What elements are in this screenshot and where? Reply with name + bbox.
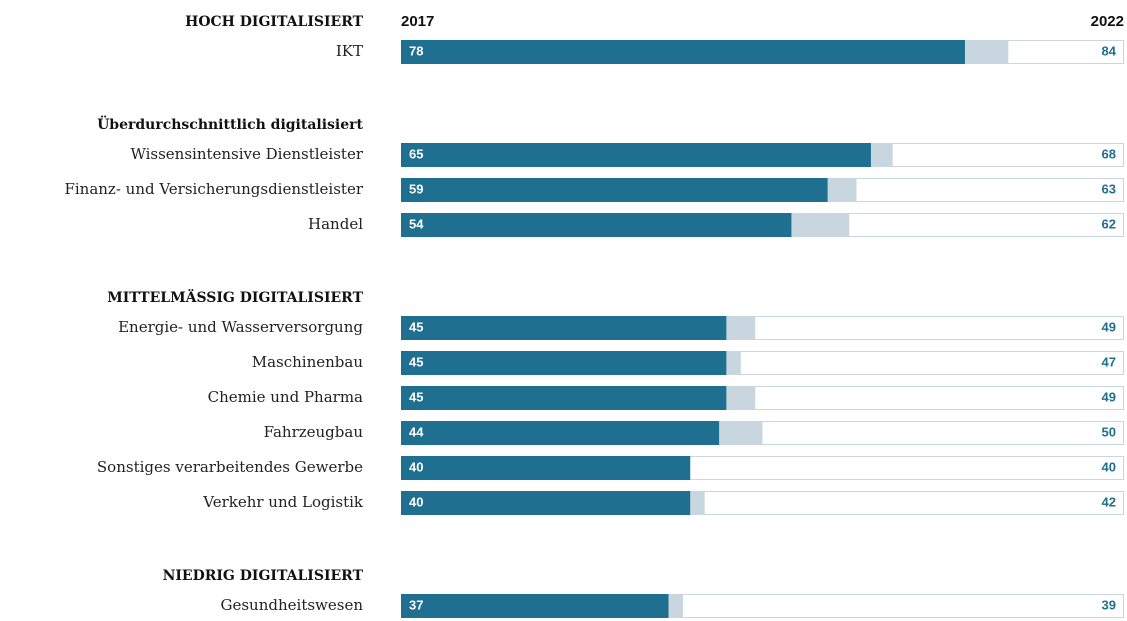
value-label: 45	[409, 389, 423, 404]
value-label: 68	[1102, 146, 1116, 161]
bar	[401, 456, 691, 480]
group-header: NIEDRIG DIGITALISIERT	[163, 568, 364, 584]
value-label: 39	[1102, 597, 1116, 612]
value-label: 47	[1102, 354, 1116, 369]
value-label: 37	[409, 597, 423, 612]
group-header: MITTELMÄSSIG DIGITALISIERT	[107, 287, 363, 306]
category-label: Energie- und Wasserversorgung	[118, 318, 363, 336]
bar	[401, 351, 727, 375]
value-label: 62	[1102, 216, 1116, 231]
value-label: 49	[1102, 319, 1116, 334]
bar	[401, 491, 691, 515]
bar	[401, 316, 727, 340]
bar	[401, 178, 828, 202]
category-label: IKT	[336, 42, 363, 60]
value-label: 49	[1102, 389, 1116, 404]
value-label: 40	[409, 459, 423, 474]
category-label: Verkehr und Logistik	[202, 493, 364, 511]
group-header: Überdurchschnittlich digitalisiert	[97, 114, 363, 133]
series-label: 2022	[1091, 13, 1124, 30]
bar	[401, 594, 669, 618]
value-label: 45	[409, 319, 423, 334]
value-label: 63	[1102, 181, 1116, 196]
value-label: 44	[409, 424, 424, 439]
value-label: 78	[409, 43, 423, 58]
value-label: 54	[409, 216, 424, 231]
category-label: Chemie und Pharma	[208, 388, 363, 406]
value-label: 50	[1102, 424, 1116, 439]
bar	[401, 421, 720, 445]
category-label: Handel	[308, 215, 363, 233]
value-label: 65	[409, 146, 423, 161]
bar	[401, 386, 727, 410]
value-label: 40	[409, 494, 423, 509]
category-label: Maschinenbau	[252, 353, 364, 371]
category-label: Fahrzeugbau	[264, 423, 364, 441]
value-label: 45	[409, 354, 423, 369]
category-label: Sonstiges verarbeitendes Gewerbe	[97, 458, 363, 476]
category-label: Gesundheitswesen	[221, 596, 364, 614]
value-label: 42	[1102, 494, 1116, 509]
category-label: Finanz- und Versicherungsdienstleister	[64, 180, 363, 198]
bar	[401, 40, 965, 64]
value-label: 84	[1102, 43, 1117, 58]
value-label: 59	[409, 181, 423, 196]
category-label: Wissensintensive Dienstleister	[130, 145, 363, 163]
group-header: HOCH DIGITALISIERT	[185, 14, 363, 30]
value-label: 40	[1102, 459, 1116, 474]
bar	[401, 143, 871, 167]
series-label: 2017	[401, 13, 434, 30]
bar	[401, 213, 792, 237]
